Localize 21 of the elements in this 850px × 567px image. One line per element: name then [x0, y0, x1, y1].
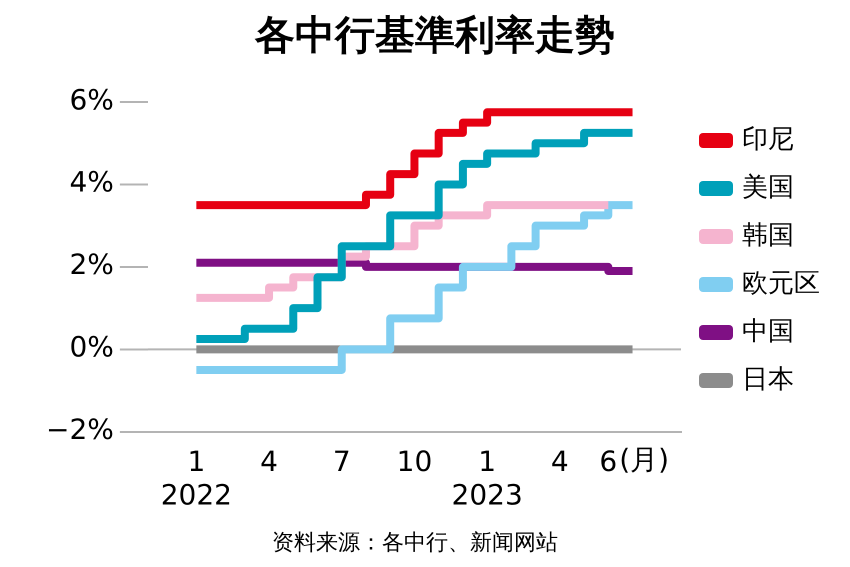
y-tick-label: 4%: [69, 166, 114, 199]
y-tick-label: 6%: [69, 83, 114, 116]
legend-label: 美国: [742, 172, 794, 202]
text: 资料来源：各中行、新闻网站: [272, 530, 558, 556]
x-tick-label: 4: [550, 444, 569, 478]
x-tick-label: 1 2022: [160, 444, 232, 512]
x-tick-label: 10: [396, 444, 432, 478]
x-tick-label: 7: [332, 444, 351, 478]
x-tick-label: 1 2023: [452, 444, 523, 512]
y-tick-label: 2%: [69, 248, 114, 282]
chart-title: 各中行基準利率走勢: [254, 12, 615, 58]
x-tick-label: 6: [599, 444, 618, 478]
x-axis-title: (月): [619, 443, 670, 476]
y-tick-label: 0%: [69, 330, 114, 364]
x-tick-label: 4: [260, 444, 278, 478]
legend-label: 中国: [742, 316, 794, 346]
legend-label: 欧元区: [742, 268, 820, 298]
y-tick-label: −2%: [46, 413, 114, 446]
legend-label: 印尼: [742, 124, 794, 154]
legend-label: 韩国: [742, 220, 794, 250]
legend-label: 日本: [742, 364, 794, 394]
